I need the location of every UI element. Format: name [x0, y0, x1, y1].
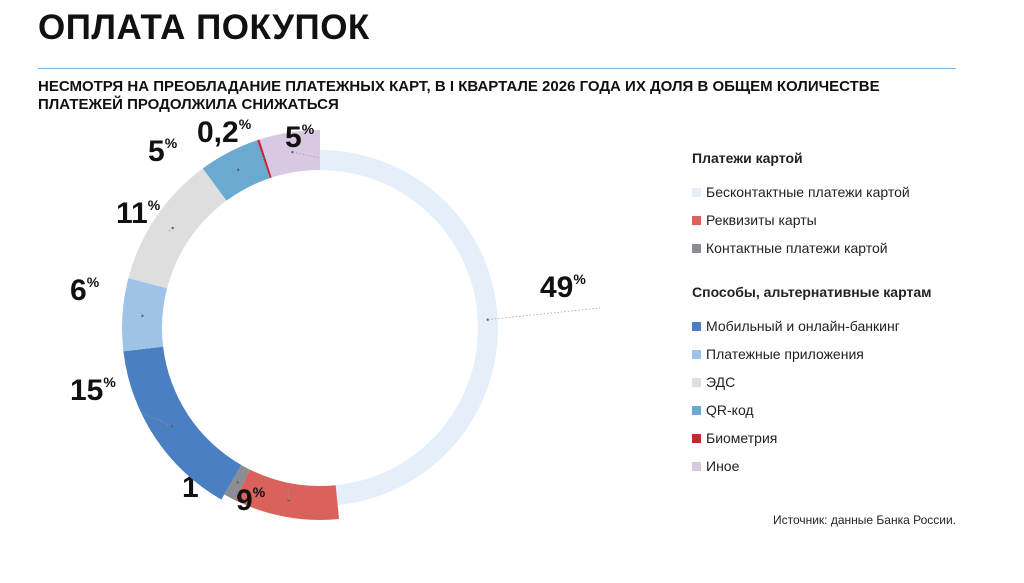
slice-value-label: 6%: [70, 274, 100, 307]
leader-line: [487, 307, 601, 321]
legend-item: QR-код: [692, 402, 992, 418]
legend-label: Мобильный и онлайн-банкинг: [706, 318, 900, 334]
legend-swatch: [692, 187, 701, 197]
donut-slice: [234, 469, 340, 520]
leader-line: [221, 169, 239, 179]
legend-item: Биометрия: [692, 430, 992, 446]
legend-label: Реквизиты карты: [706, 212, 817, 228]
leader-line: [249, 149, 265, 160]
donut-slice: [128, 168, 227, 289]
donut-slice: [123, 346, 242, 500]
legend-swatch: [692, 321, 701, 331]
legend-swatch: [692, 377, 701, 387]
legend-item: ЭДС: [692, 374, 992, 390]
page-title: ОПЛАТА ПОКУПОК: [38, 8, 370, 47]
legend-item: Иное: [692, 458, 992, 474]
legend-swatch: [692, 215, 701, 225]
title-divider: [38, 68, 956, 69]
slice-value-label: 11%: [116, 197, 161, 230]
slice-value-label: 5%: [148, 135, 178, 168]
legend: Платежи картой Бесконтактные платежи кар…: [692, 150, 992, 486]
leader-line: [139, 411, 172, 427]
legend-label: Бесконтактные платежи картой: [706, 184, 910, 200]
legend-label: QR-код: [706, 402, 754, 418]
slice-value-label: 15%: [70, 374, 116, 407]
donut-slice: [259, 130, 320, 178]
legend-swatch: [692, 461, 701, 471]
legend-label: Биометрия: [706, 430, 778, 446]
donut-slice: [122, 278, 168, 352]
legend-item: Реквизиты карты: [692, 212, 992, 228]
legend-swatch: [692, 243, 701, 253]
legend-swatch: [692, 433, 701, 443]
leader-line: [139, 311, 143, 317]
legend-label: Контактные платежи картой: [706, 240, 888, 256]
legend-item: Бесконтактные платежи картой: [692, 184, 992, 200]
legend-swatch: [692, 349, 701, 359]
leader-line: [292, 151, 321, 159]
legend-label: Иное: [706, 458, 740, 474]
legend-item: Контактные платежи картой: [692, 240, 992, 256]
chart-subtitle: НЕСМОТРЯ НА ПРЕОБЛАДАНИЕ ПЛАТЕЖНЫХ КАРТ,…: [38, 78, 880, 113]
slice-value-label: 0,2%: [197, 116, 252, 149]
slice-anchor-dot: [486, 318, 489, 321]
legend-group-title: Платежи картой: [692, 150, 803, 166]
slice-value-label: 49%: [540, 271, 586, 304]
legend-item: Мобильный и онлайн-банкинг: [692, 318, 992, 334]
legend-label: ЭДС: [706, 374, 736, 390]
leader-line: [167, 227, 173, 233]
donut-slice: [202, 140, 270, 201]
legend-swatch: [692, 405, 701, 415]
legend-group-title: Способы, альтернативные картам: [692, 284, 932, 300]
legend-label: Платежные приложения: [706, 346, 864, 362]
slice-value-label: 9%: [236, 484, 266, 517]
slice-value-label: 5%: [285, 121, 315, 154]
source-note: Источник: данные Банка России.: [772, 513, 956, 527]
donut-slice: [320, 150, 498, 506]
legend-item: Платежные приложения: [692, 346, 992, 362]
